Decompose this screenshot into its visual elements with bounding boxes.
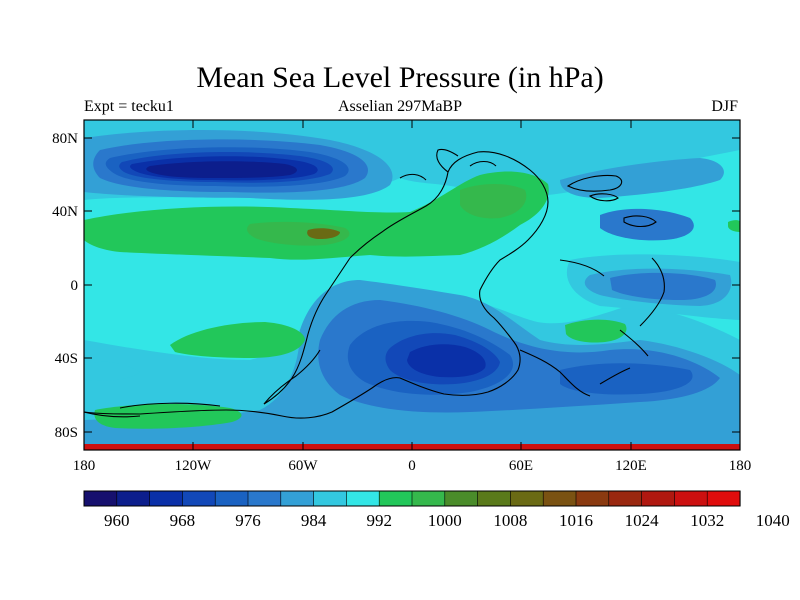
colorbar-swatch: [280, 490, 315, 507]
map-title: Mean Sea Level Pressure (in hPa): [196, 61, 604, 94]
colorbar-label: 976: [235, 511, 261, 530]
colorbar-label: 984: [301, 511, 327, 530]
contour-968-north: [146, 161, 297, 178]
contour-980-southeast: [560, 363, 693, 395]
colorbar-label: 992: [366, 511, 392, 530]
lat-labels: 80N 40N 0 40S 80S: [52, 131, 78, 441]
colorbar-label: 968: [170, 511, 196, 530]
lon-ticks: [83, 120, 741, 450]
coastline-tethys-chain: [559, 257, 665, 357]
colorbar-swatch: [608, 490, 643, 507]
coastline-east-islands-3: [623, 215, 657, 228]
colorbar-swatches: [83, 490, 741, 507]
colorbar-swatch: [214, 490, 249, 507]
colorbar-swatch: [674, 490, 708, 507]
colorbar-swatch: [706, 490, 741, 507]
pressure-field: [84, 120, 740, 450]
colorbar-swatch: [575, 490, 610, 507]
contour-1004-subtropical: [247, 221, 350, 246]
colorbar-swatch: [346, 490, 380, 507]
coastline-asia-north: [436, 148, 459, 173]
contour-1000-subtropical-band: [84, 171, 549, 260]
lat-label-80n: 80N: [52, 131, 78, 147]
colorbar-swatch: [444, 490, 479, 507]
contour-1000-indian: [565, 319, 627, 343]
contour-1000-south-atlantic: [170, 322, 305, 358]
coastline-north-islands: [399, 160, 497, 181]
colorbar-swatch: [182, 490, 216, 507]
lon-label-120w: 120W: [175, 458, 213, 474]
colorbar-label: 1040: [756, 511, 790, 530]
colorbar-swatch: [313, 490, 348, 507]
experiment-label: Expt = tecku1: [84, 98, 174, 115]
colorbar-swatch: [641, 490, 675, 507]
colorbar-labels: 960 968 976 984 992 1000 1008 1016 1024 1032 1040: [104, 511, 790, 530]
colorbar-swatch: [116, 490, 151, 507]
colorbar-swatch: [83, 490, 118, 507]
contour-1008-core: [307, 228, 340, 239]
coastline-east-islands-1: [566, 174, 623, 192]
colorbar-label: 1008: [493, 511, 527, 530]
colorbar-frame: [83, 490, 741, 507]
colorbar-label: 960: [104, 511, 130, 530]
colorbar-label: 1016: [559, 511, 593, 530]
contour-972-south: [407, 344, 486, 378]
colorbar-swatch: [149, 490, 184, 507]
colorbar-swatch: [411, 490, 446, 507]
coastline-west-pangea: [263, 257, 351, 405]
coastline-east-islands-2: [588, 193, 619, 202]
lon-label-180w: 180: [73, 458, 96, 474]
contour-984-tropics: [610, 272, 716, 300]
lon-label-60e: 60E: [509, 458, 533, 474]
contour-1000-east-edge: [728, 220, 740, 232]
lon-label-60w: 60W: [288, 458, 318, 474]
colorbar-swatch: [378, 490, 413, 507]
coastline-south-america: [263, 349, 321, 405]
contour-984-east: [600, 208, 694, 241]
lat-label-80s: 80S: [55, 425, 78, 441]
period-label: Asselian 297MaBP: [338, 98, 462, 115]
lon-label-0: 0: [408, 458, 416, 474]
lon-labels: 180 120W 60W 0 60E 120E 180: [73, 458, 752, 474]
lon-label-180e: 180: [729, 458, 752, 474]
season-label: DJF: [711, 98, 738, 115]
contour-988-north-east: [560, 158, 724, 198]
coastline-pangea-main: [84, 151, 549, 419]
lon-label-120e: 120E: [615, 458, 647, 474]
lat-label-40s: 40S: [55, 351, 78, 367]
lat-ticks: [84, 137, 740, 433]
colorbar-swatch: [510, 490, 544, 507]
contour-1004-asia: [460, 184, 527, 219]
coastlines: [84, 148, 665, 419]
lat-label-40n: 40N: [52, 204, 78, 220]
contour-992-southwest: [84, 361, 140, 381]
lat-label-0: 0: [71, 278, 79, 294]
colorbar: 960 968 976 984 992 1000 1008 1016 1024 1032 1040: [83, 490, 790, 530]
coastline-south-pole-land: [84, 402, 221, 418]
coastline-cimmerian: [519, 349, 631, 397]
colorbar-swatch: [542, 490, 577, 507]
colorbar-swatch: [477, 490, 512, 507]
colorbar-label: 1032: [690, 511, 724, 530]
colorbar-label: 1000: [428, 511, 462, 530]
colorbar-label: 1024: [625, 511, 660, 530]
colorbar-swatch: [247, 490, 282, 507]
